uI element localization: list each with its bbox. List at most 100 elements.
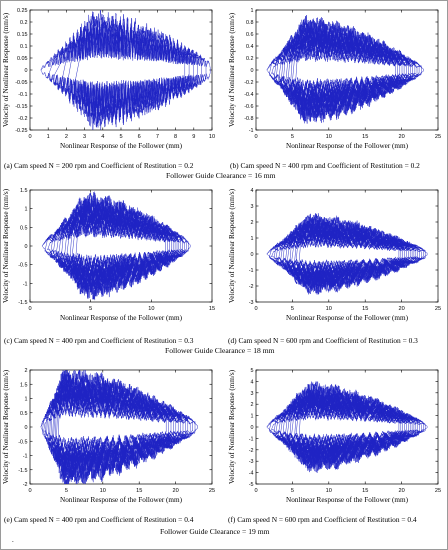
x-tick-label: 1: [47, 134, 50, 140]
x-tick-label: 15: [362, 306, 368, 312]
trajectory-line: [41, 191, 191, 301]
chart-e-svg: 0 5 10 15 20 25 -2 -1.5 -1 -0.5 0 0.5 1 1.5 2 Nonlinear…: [2, 368, 215, 504]
chart-f-svg: 0 5 10 15 20 25 -5 -4 -3 -2 -1 0 1 2 3 4 5 Nonlinear Resp…: [228, 368, 441, 504]
caption-b: (b) Cam speed N = 400 rpm and Coefficien…: [230, 161, 420, 170]
y-tick-label: 5: [251, 368, 254, 374]
trajectory-line: [266, 212, 428, 295]
x-tick-label: 10: [326, 134, 332, 140]
x-axis-label: Nonlinear Response of the Follower (mm): [286, 314, 409, 322]
y-tick-label: -0.2: [18, 116, 27, 122]
y-tick-label: 0: [25, 425, 28, 431]
y-tick-label: 0.2: [20, 20, 28, 26]
x-axis-label: Nonlinear Response of the Follower (mm): [286, 496, 409, 504]
x-tick-label: 0: [254, 134, 257, 140]
x-tick-label: 25: [435, 488, 441, 494]
caption-d: (d) Cam speed N = 600 rpm and Coefficien…: [228, 336, 418, 345]
y-tick-label: -1: [249, 128, 254, 134]
y-tick-label: 1.5: [20, 188, 28, 194]
x-axis-label: Nonlinear Response of the Follower (mm): [286, 142, 409, 150]
y-axis-label: Velocity of Nonlinear Response (mm/s): [228, 369, 236, 484]
y-tick-label: -0.6: [244, 104, 253, 110]
y-tick-label: 4: [251, 188, 254, 194]
x-tick-label: 25: [435, 306, 441, 312]
y-tick-label: 0.25: [17, 8, 28, 14]
group-label-16mm: Follower Guide Clearance = 16 mm: [166, 171, 276, 180]
y-tick-label: -3: [249, 300, 254, 306]
x-tick-label: 10: [326, 488, 332, 494]
x-tick-label: 25: [435, 134, 441, 140]
x-tick-label: 4: [101, 134, 104, 140]
x-tick-label: 0: [254, 306, 257, 312]
trajectory-line: [266, 381, 428, 474]
y-tick-label: -4: [249, 471, 254, 477]
y-tick-label: -0.15: [15, 104, 27, 110]
y-axis-label: Velocity of Nonlinear Response (mm/s): [2, 369, 10, 484]
x-axis-label: Nonlinear Response of the Follower (mm): [60, 142, 183, 150]
y-tick-label: -1.5: [18, 300, 27, 306]
x-tick-label: 5: [65, 488, 68, 494]
x-tick-label: 0: [28, 134, 31, 140]
x-tick-label: 5: [291, 134, 294, 140]
y-tick-label: 1: [251, 236, 254, 242]
y-tick-label: 1: [251, 414, 254, 420]
panel-f-chart: 0 5 10 15 20 25 -5 -4 -3 -2 -1 0 1 2 3 4 5 Nonlinear Resp…: [224, 362, 446, 516]
x-tick-label: 20: [398, 306, 404, 312]
y-tick-label: -1: [23, 281, 28, 287]
x-tick-label: 5: [291, 306, 294, 312]
x-tick-label: 20: [398, 488, 404, 494]
y-tick-label: 0.15: [17, 32, 28, 38]
x-tick-label: 25: [209, 488, 215, 494]
x-tick-label: 20: [172, 488, 178, 494]
y-tick-label: -1: [249, 268, 254, 274]
caption-e: (e) Cam speed N = 400 rpm and Coefficien…: [4, 515, 194, 524]
y-tick-label: -2: [249, 448, 254, 454]
chart-a-svg: 0 1 2 3 4 5 6 7 8 9 10 -0.25 -0.2 -0.15 -0.1 -0.05 0 0.05…: [2, 8, 215, 150]
y-tick-label: 0.6: [246, 32, 254, 38]
y-axis-label: Velocity of Nonlinear Response (mm/s): [228, 12, 236, 127]
y-axis-label: Velocity of Nonlinear Response (mm/s): [2, 12, 10, 127]
panel-d-chart: 0 5 10 15 20 25 -3 -2 -1 0 1 2 3 4 Nonlinear Response …: [224, 182, 446, 334]
x-tick-label: 10: [326, 306, 332, 312]
group-label-18mm: Follower Guide Clearance = 18 mm: [165, 346, 275, 355]
y-tick-label: 0: [25, 68, 28, 74]
y-tick-label: 0.2: [246, 56, 254, 62]
x-tick-label: 5: [89, 306, 92, 312]
x-tick-label: 0: [28, 306, 31, 312]
y-tick-label: 3: [251, 391, 254, 397]
y-axis-label: Velocity of Nonlinear Response (mm/s): [2, 188, 10, 303]
y-tick-label: -0.5: [18, 439, 27, 445]
y-tick-label: 0: [251, 425, 254, 431]
x-tick-label: 2: [65, 134, 68, 140]
x-tick-label: 8: [174, 134, 177, 140]
y-tick-label: 1.5: [20, 382, 28, 388]
y-tick-label: 0: [251, 252, 254, 258]
y-tick-label: -0.8: [244, 116, 253, 122]
y-tick-label: 0.4: [246, 44, 254, 50]
panel-e-chart: 0 5 10 15 20 25 -2 -1.5 -1 -0.5 0 0.5 1 1.5 2 Nonlinear…: [0, 362, 220, 516]
caption-f: (f) Cam speed N = 600 rpm and Coefficien…: [228, 515, 417, 524]
y-tick-label: 0: [251, 68, 254, 74]
x-axis-label: Nonlinear Response of the Follower (mm): [60, 496, 183, 504]
y-tick-label: -1.5: [18, 468, 27, 474]
caption-c: (c) Cam speed N = 400 rpm and Coefficien…: [4, 336, 194, 345]
trajectory-line: [40, 370, 198, 484]
y-tick-label: -5: [249, 482, 254, 488]
x-tick-label: 10: [100, 488, 106, 494]
x-tick-label: 10: [209, 134, 215, 140]
y-tick-label: -0.4: [244, 92, 253, 98]
y-tick-label: 2: [25, 368, 28, 374]
caption-a: (a) Cam speed N = 200 rpm and Coefficien…: [4, 161, 194, 170]
trajectory-line: [266, 14, 424, 124]
y-tick-label: 2: [251, 402, 254, 408]
y-tick-label: -0.5: [18, 263, 27, 269]
y-tick-label: -0.1: [18, 92, 27, 98]
y-tick-label: 2: [251, 220, 254, 226]
x-tick-label: 7: [156, 134, 159, 140]
x-tick-label: 15: [136, 488, 142, 494]
x-tick-label: 10: [148, 306, 154, 312]
y-tick-label: 4: [251, 379, 254, 385]
y-tick-label: -0.25: [15, 128, 27, 134]
y-tick-label: 0.1: [20, 44, 28, 50]
y-tick-label: 1: [25, 397, 28, 403]
footer-mark: .: [12, 536, 14, 544]
